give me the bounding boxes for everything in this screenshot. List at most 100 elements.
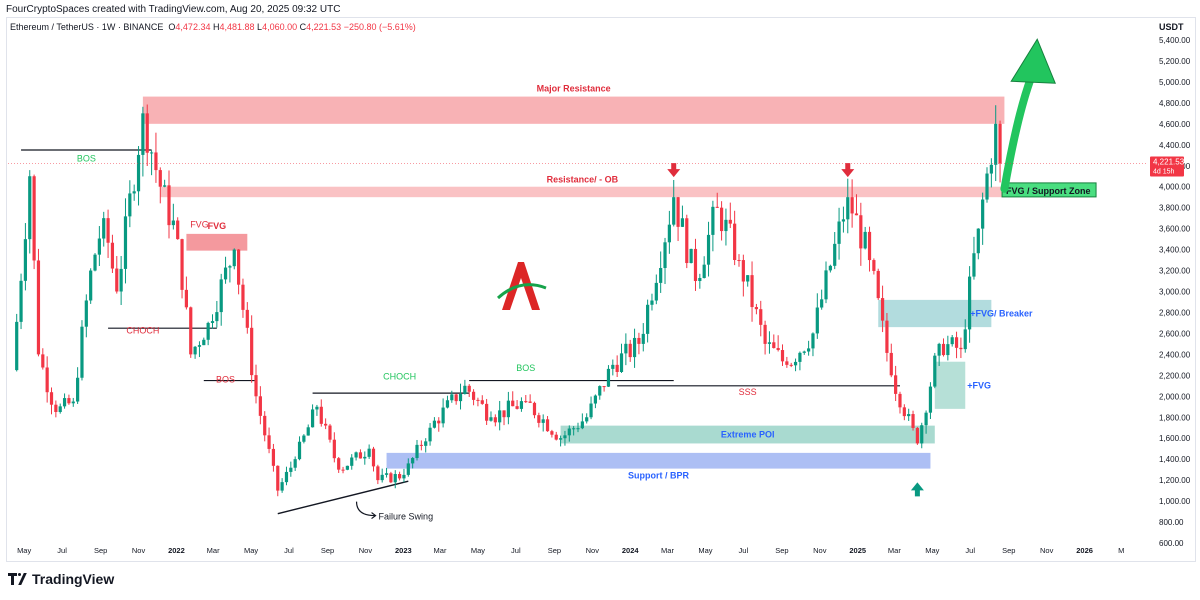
candle-body xyxy=(32,176,36,261)
time-tick-label: May xyxy=(244,546,258,555)
candle-body xyxy=(933,355,937,387)
time-tick-label: 2026 xyxy=(1076,546,1093,555)
change-value: −250.80 (−5.61%) xyxy=(343,22,416,32)
candle-body xyxy=(915,427,919,444)
time-tick-label: Nov xyxy=(132,546,146,555)
candle-body xyxy=(641,333,645,344)
candle-body xyxy=(158,170,162,187)
currency-unit[interactable]: USDT xyxy=(1159,22,1184,32)
time-tick-label: Jul xyxy=(511,546,521,555)
zone-box xyxy=(186,233,248,251)
candle-body xyxy=(880,298,885,321)
candle-body xyxy=(837,221,841,244)
candle-body xyxy=(976,228,980,254)
candle-body xyxy=(202,339,206,346)
time-tick-label: May xyxy=(925,546,939,555)
tradingview-logo-icon xyxy=(8,572,28,586)
zone-box xyxy=(878,299,992,328)
candle-body xyxy=(558,438,563,440)
candle-body xyxy=(163,185,167,187)
candle-body xyxy=(833,243,837,266)
price-tick-label: 800.00 xyxy=(1159,518,1184,527)
candle-body xyxy=(193,346,197,355)
candle-body xyxy=(793,361,798,366)
price-tick-label: 2,600.00 xyxy=(1159,329,1191,338)
candle-body xyxy=(367,448,371,457)
candle-body xyxy=(898,393,902,408)
open-label: O xyxy=(168,22,176,32)
candle-body xyxy=(167,185,171,226)
time-tick-label: Jul xyxy=(57,546,67,555)
annotation-label: BOS xyxy=(77,154,96,164)
candle-body xyxy=(767,342,772,344)
candle-body xyxy=(985,173,989,200)
candle-body xyxy=(176,220,180,240)
price-tick-label: 1,200.00 xyxy=(1159,476,1191,485)
candle-body xyxy=(80,326,84,378)
zone-box xyxy=(386,452,931,469)
annotation-label: BOS xyxy=(216,375,235,385)
candle-body xyxy=(219,279,223,313)
current-price-value: 4,221.53 xyxy=(1153,157,1185,166)
zone-label: Support / BPR xyxy=(628,471,689,481)
candle-body xyxy=(807,348,811,352)
candle-body xyxy=(928,386,933,413)
candle-body xyxy=(994,123,998,165)
candle-body xyxy=(411,458,415,464)
candle-body xyxy=(424,441,428,446)
candle-body xyxy=(950,337,954,345)
candle-body xyxy=(776,348,780,351)
candle-body xyxy=(310,409,315,428)
down-arrow-icon xyxy=(841,163,855,178)
candle-body xyxy=(189,307,193,355)
candle-body xyxy=(23,239,28,281)
close-label: C xyxy=(299,22,307,32)
candle-body xyxy=(419,444,423,446)
candle-body xyxy=(228,266,232,268)
candle-body xyxy=(458,394,463,402)
candle-body xyxy=(363,456,367,459)
trend-line xyxy=(277,480,409,515)
time-tick-label: Sep xyxy=(1002,546,1015,555)
price-tick-label: 3,000.00 xyxy=(1159,288,1191,297)
time-tick-label: Sep xyxy=(775,546,788,555)
candle-body xyxy=(480,400,484,404)
zone-label: Resistance/ - OB xyxy=(547,175,619,185)
candle-body xyxy=(328,425,332,440)
symbol-title[interactable]: Ethereum / TetherUS · 1W · BINANCE xyxy=(10,22,164,32)
high-value: 4,481.88 xyxy=(219,22,255,32)
time-tick-label: Mar xyxy=(661,546,674,555)
candle-body xyxy=(519,401,524,409)
price-tick-label: 5,000.00 xyxy=(1159,78,1191,87)
candle-body xyxy=(820,299,824,308)
candle-body xyxy=(528,401,532,403)
zone-label: +FVG/ Breaker xyxy=(970,309,1033,319)
price-tick-label: 3,400.00 xyxy=(1159,246,1191,255)
candle-body xyxy=(324,423,328,426)
candle-body xyxy=(445,400,450,408)
candle-body xyxy=(232,249,236,267)
candle-body xyxy=(337,458,341,470)
candle-body xyxy=(276,465,280,491)
candle-body xyxy=(989,164,993,174)
candle-body xyxy=(58,406,62,413)
tradingview-brand[interactable]: TradingView xyxy=(8,571,114,587)
candle-body xyxy=(663,242,667,268)
candle-body xyxy=(223,267,228,280)
price-tick-label: 4,400.00 xyxy=(1159,141,1191,150)
candle-body xyxy=(380,474,384,481)
candle-body xyxy=(106,218,110,243)
candle-body xyxy=(136,154,141,192)
candle-body xyxy=(632,337,637,358)
candle-body xyxy=(780,350,785,362)
candle-body xyxy=(789,364,793,366)
candle-body xyxy=(258,396,262,416)
candle-body xyxy=(920,425,924,444)
watermark-swoosh-icon xyxy=(496,283,547,300)
candle-body xyxy=(141,113,145,155)
candle-body xyxy=(76,377,80,402)
candle-body xyxy=(210,321,215,323)
candle-body xyxy=(54,404,58,413)
candle-body xyxy=(84,300,88,327)
